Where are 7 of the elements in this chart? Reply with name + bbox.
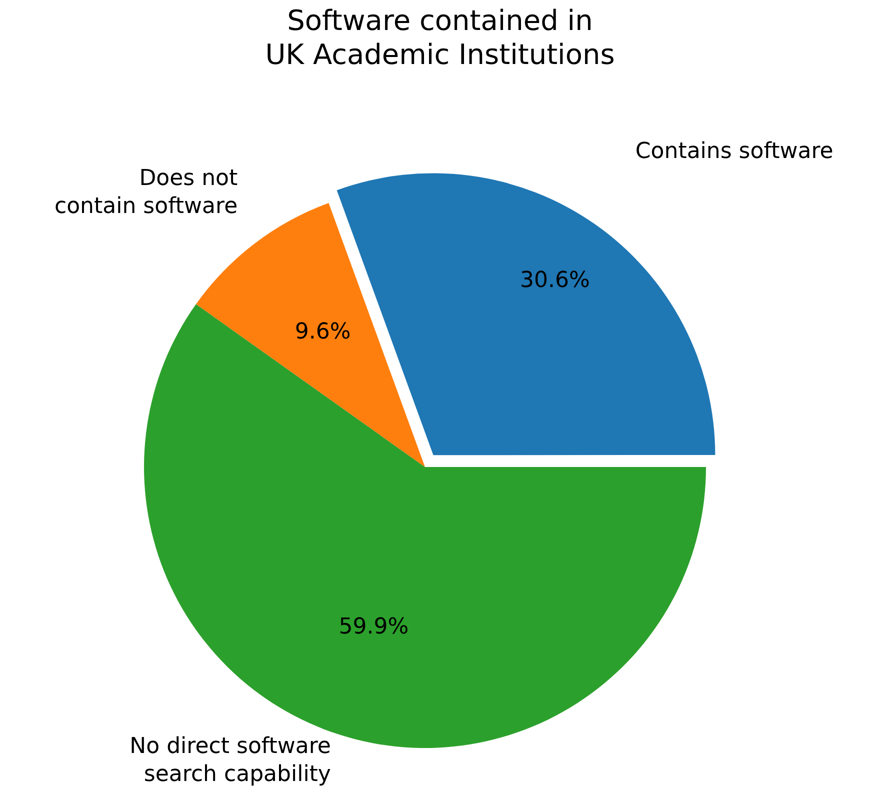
slice-label: No direct software search capability [130,734,331,788]
data-label: 9.6% [294,320,351,345]
slice-label: Does not contain software [54,166,238,219]
slice-label: Contains software [635,138,834,164]
chart-title: Software contained in UK Academic Institutions [264,4,616,72]
data-label: 59.9% [338,614,409,640]
data-label: 30.6% [520,268,590,294]
